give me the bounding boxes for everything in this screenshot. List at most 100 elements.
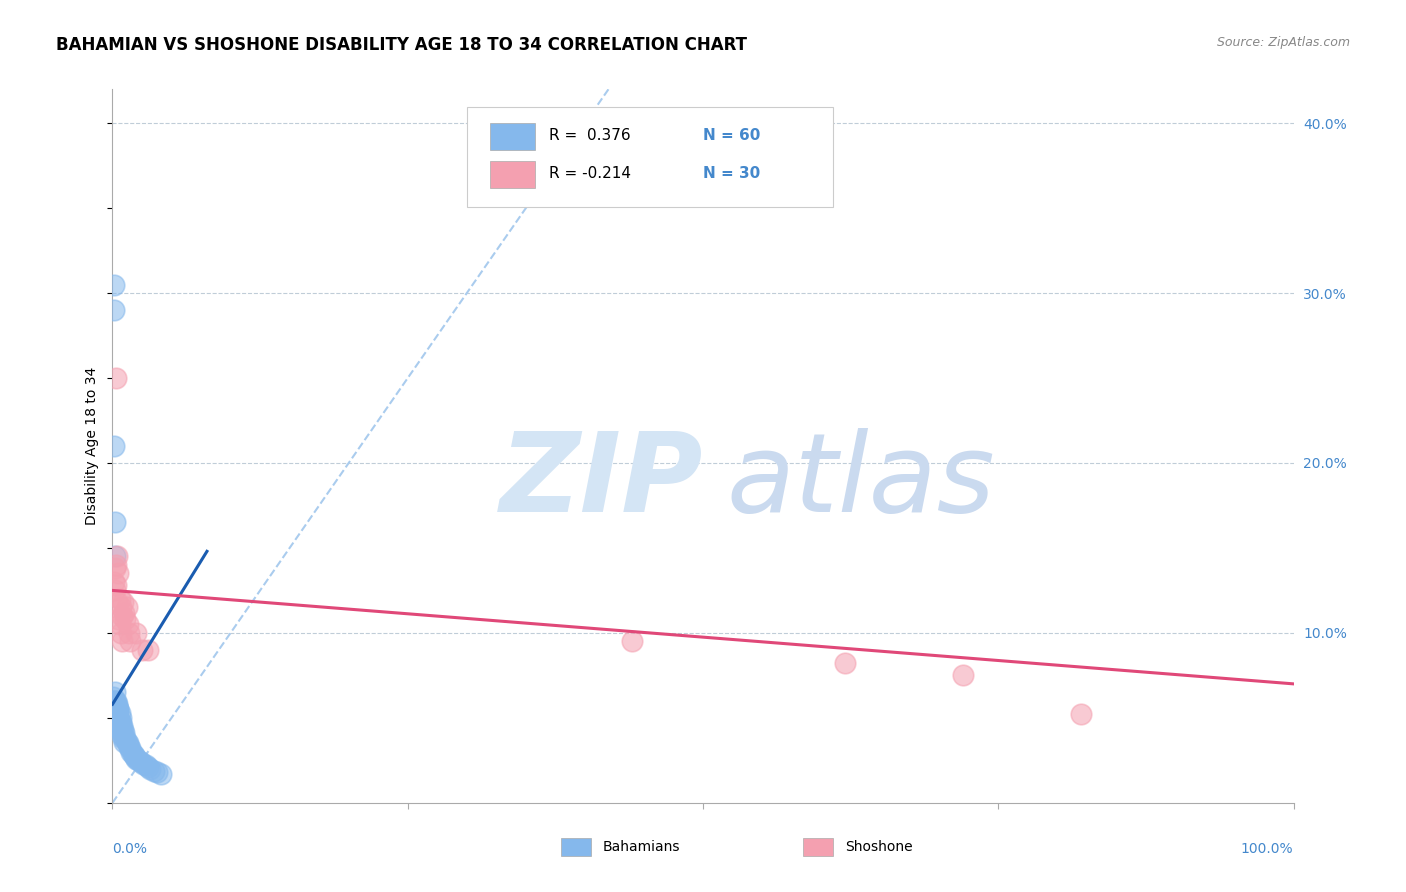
Point <box>105 371 128 385</box>
Point <box>132 756 155 771</box>
Point <box>107 711 129 725</box>
Text: R =  0.376: R = 0.376 <box>550 128 631 143</box>
Y-axis label: Disability Age 18 to 34: Disability Age 18 to 34 <box>86 367 100 525</box>
Point <box>135 758 157 772</box>
Point <box>105 698 128 713</box>
Point <box>121 747 143 761</box>
Point <box>108 714 131 729</box>
Text: Shoshone: Shoshone <box>845 840 912 854</box>
Point <box>120 745 142 759</box>
Point <box>105 595 128 609</box>
Point <box>118 626 141 640</box>
Text: N = 30: N = 30 <box>703 166 761 181</box>
Point <box>105 578 128 592</box>
Text: atlas: atlas <box>727 428 995 535</box>
FancyBboxPatch shape <box>561 838 591 856</box>
Point <box>834 657 856 671</box>
Point <box>1070 707 1092 722</box>
Point <box>117 736 139 750</box>
Point <box>103 694 125 708</box>
Point <box>105 694 128 708</box>
Point <box>103 702 125 716</box>
Point <box>111 728 134 742</box>
Text: BAHAMIAN VS SHOSHONE DISABILITY AGE 18 TO 34 CORRELATION CHART: BAHAMIAN VS SHOSHONE DISABILITY AGE 18 T… <box>56 36 747 54</box>
FancyBboxPatch shape <box>803 838 832 856</box>
Text: N = 60: N = 60 <box>703 128 761 143</box>
Point <box>127 753 149 767</box>
Point <box>104 516 127 530</box>
Point <box>104 698 127 712</box>
Point <box>107 717 129 731</box>
Point <box>112 723 135 737</box>
Point <box>108 591 131 606</box>
Point <box>136 643 159 657</box>
Point <box>104 583 127 598</box>
Point <box>104 702 127 716</box>
Point <box>117 617 139 632</box>
Point <box>103 574 125 589</box>
Point <box>105 698 128 712</box>
Text: ZIP: ZIP <box>499 428 703 535</box>
Point <box>103 439 125 453</box>
Point <box>104 707 127 722</box>
Point <box>105 702 128 716</box>
Point <box>124 750 146 764</box>
Point <box>120 634 142 648</box>
Point <box>107 566 129 581</box>
Point <box>107 714 129 729</box>
Point <box>107 702 129 716</box>
FancyBboxPatch shape <box>491 161 536 187</box>
Point <box>149 767 172 781</box>
Point <box>105 558 128 572</box>
Point <box>111 719 134 733</box>
Point <box>105 714 128 729</box>
Point <box>104 685 127 699</box>
Point <box>105 706 128 720</box>
Point <box>104 561 127 575</box>
Text: Source: ZipAtlas.com: Source: ZipAtlas.com <box>1216 36 1350 49</box>
Point <box>103 303 125 318</box>
Point <box>139 762 162 776</box>
Point <box>104 549 127 564</box>
Point <box>110 715 132 730</box>
Point <box>111 634 134 648</box>
Text: 100.0%: 100.0% <box>1241 842 1294 856</box>
Point <box>122 748 145 763</box>
Point <box>105 549 128 564</box>
Point <box>104 698 127 712</box>
Point <box>114 731 136 746</box>
Point <box>107 702 129 716</box>
Point <box>118 739 141 754</box>
Point <box>142 764 165 778</box>
Point <box>120 741 142 756</box>
Point <box>110 626 132 640</box>
Point <box>129 755 152 769</box>
Point <box>621 634 644 648</box>
Point <box>112 606 135 620</box>
Point <box>105 707 128 722</box>
Point <box>112 734 135 748</box>
Point <box>112 731 135 746</box>
Point <box>112 595 135 609</box>
FancyBboxPatch shape <box>467 107 832 207</box>
Point <box>108 706 131 720</box>
Point <box>107 711 129 725</box>
Point <box>104 694 127 708</box>
Point <box>110 724 132 739</box>
Point <box>125 751 148 765</box>
Point <box>110 600 132 615</box>
Point <box>952 668 974 682</box>
Point <box>105 711 128 725</box>
Text: Bahamians: Bahamians <box>603 840 681 854</box>
Point <box>114 612 136 626</box>
Point <box>115 734 138 748</box>
Point <box>103 277 125 292</box>
Point <box>107 612 129 626</box>
Text: R = -0.214: R = -0.214 <box>550 166 631 181</box>
Point <box>112 726 135 740</box>
Point <box>111 608 134 623</box>
Point <box>103 698 125 712</box>
Point <box>115 600 138 615</box>
Point <box>131 643 153 657</box>
Point <box>110 711 132 725</box>
